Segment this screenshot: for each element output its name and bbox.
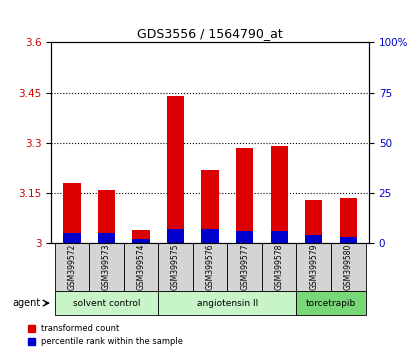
FancyBboxPatch shape — [54, 243, 89, 291]
Bar — [63, 233, 81, 243]
Legend: transformed count, percentile rank within the sample: transformed count, percentile rank withi… — [25, 321, 186, 350]
Text: GSM399578: GSM399578 — [274, 244, 283, 290]
Bar — [98, 190, 115, 243]
Bar — [201, 229, 218, 243]
FancyBboxPatch shape — [330, 243, 365, 291]
Text: GSM399573: GSM399573 — [102, 244, 111, 291]
Bar — [63, 183, 81, 243]
Bar — [201, 170, 218, 243]
Text: angiotensin II: angiotensin II — [196, 299, 257, 308]
Bar — [236, 148, 253, 243]
Bar — [236, 231, 253, 243]
Text: solvent control: solvent control — [72, 299, 140, 308]
Bar — [339, 198, 356, 243]
Bar — [339, 237, 356, 243]
Bar — [132, 239, 149, 243]
Text: GSM399576: GSM399576 — [205, 244, 214, 291]
FancyBboxPatch shape — [261, 243, 296, 291]
Bar — [98, 233, 115, 243]
FancyBboxPatch shape — [124, 243, 158, 291]
FancyBboxPatch shape — [192, 243, 227, 291]
FancyBboxPatch shape — [158, 243, 192, 291]
Text: GSM399572: GSM399572 — [67, 244, 76, 290]
FancyBboxPatch shape — [296, 291, 365, 315]
Bar — [270, 146, 287, 243]
Title: GDS3556 / 1564790_at: GDS3556 / 1564790_at — [137, 27, 282, 40]
Bar — [166, 96, 184, 243]
FancyBboxPatch shape — [89, 243, 124, 291]
Text: torcetrapib: torcetrapib — [305, 299, 355, 308]
Text: GSM399577: GSM399577 — [240, 244, 249, 291]
Bar — [304, 235, 321, 243]
Text: GSM399575: GSM399575 — [171, 244, 180, 291]
Text: agent: agent — [13, 298, 41, 308]
Bar — [166, 229, 184, 243]
Bar — [304, 200, 321, 243]
FancyBboxPatch shape — [227, 243, 261, 291]
Bar — [132, 230, 149, 243]
Text: GSM399579: GSM399579 — [308, 244, 317, 291]
Text: GSM399574: GSM399574 — [136, 244, 145, 291]
Bar — [270, 231, 287, 243]
Text: GSM399580: GSM399580 — [343, 244, 352, 290]
FancyBboxPatch shape — [296, 243, 330, 291]
FancyBboxPatch shape — [54, 291, 158, 315]
FancyBboxPatch shape — [158, 291, 296, 315]
